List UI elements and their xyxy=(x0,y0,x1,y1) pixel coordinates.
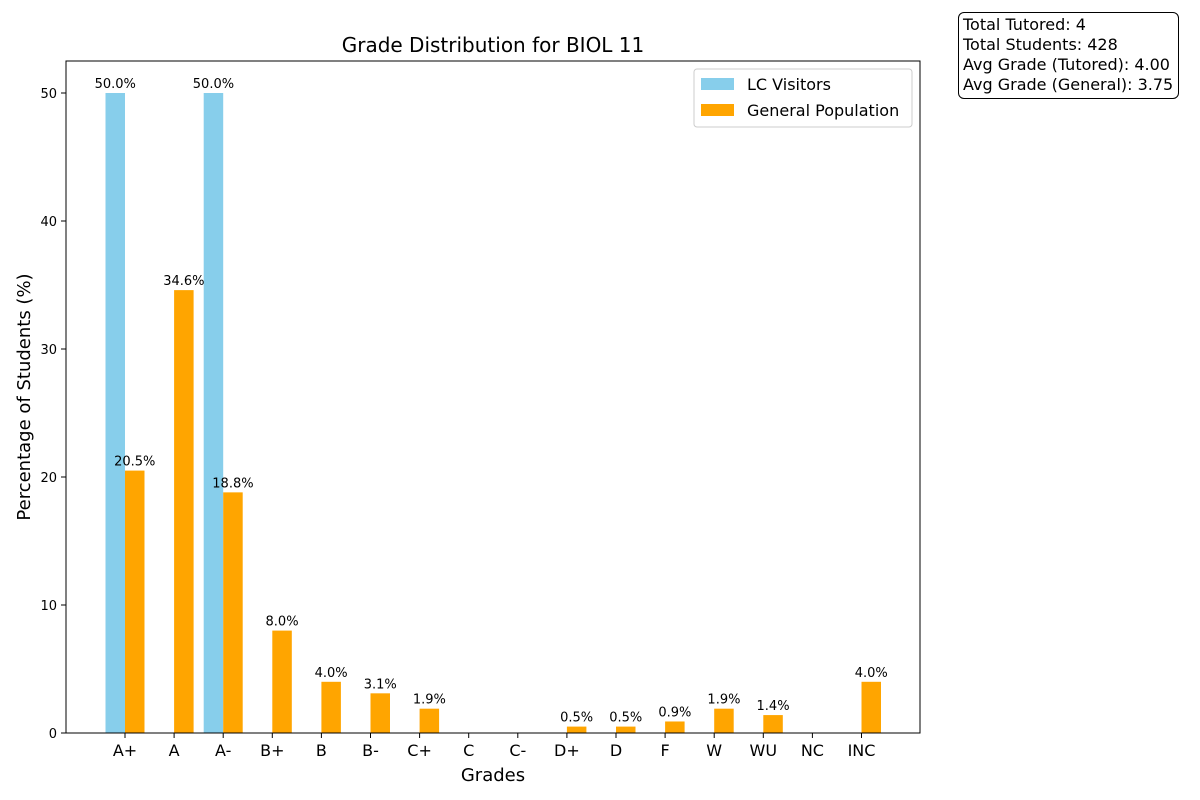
bar-general-population-b xyxy=(321,681,341,733)
summary-stats-box: Total Tutored: 4 Total Students: 428 Avg… xyxy=(958,12,1180,99)
x-tick-label: D+ xyxy=(554,741,580,760)
x-tick-label: WU xyxy=(750,741,778,760)
x-tick-label: C xyxy=(463,741,474,760)
total-students-text: Total Students: 428 xyxy=(963,35,1118,54)
x-tick-label: B xyxy=(316,741,327,760)
y-tick-label: 40 xyxy=(40,215,57,230)
y-tick-label: 50 xyxy=(40,87,57,102)
bar-label-general-population-inc: 4.0% xyxy=(855,666,888,681)
bar-general-population-a xyxy=(174,290,194,733)
legend-label-general-population: General Population xyxy=(747,101,899,120)
bar-label-general-population-d-plus: 0.5% xyxy=(560,711,593,726)
x-tick-label: B+ xyxy=(260,741,284,760)
x-tick-label: A xyxy=(169,741,180,760)
bar-general-population-d xyxy=(616,726,636,733)
bar-label-lc-visitors-a-minus: 50.0% xyxy=(193,77,234,92)
bar-general-population-c-plus xyxy=(419,708,440,733)
bar-general-population-w xyxy=(714,708,734,733)
y-axis-label: Percentage of Students (%) xyxy=(14,273,35,520)
bar-general-population-wu xyxy=(763,715,783,733)
avg-grade-general-text: Avg Grade (General): 3.75 xyxy=(963,75,1174,94)
bar-general-population-f xyxy=(665,721,685,733)
avg-grade-tutored-text: Avg Grade (Tutored): 4.00 xyxy=(963,55,1170,74)
bar-label-general-population-f: 0.9% xyxy=(658,705,691,720)
bar-label-general-population-b: 4.0% xyxy=(315,666,348,681)
x-tick-label: INC xyxy=(848,741,876,760)
bar-label-general-population-d: 0.5% xyxy=(609,711,642,726)
x-tick-label: A+ xyxy=(113,741,137,760)
bar-label-general-population-b-plus: 8.0% xyxy=(266,615,299,630)
legend-swatch-lc-visitors xyxy=(701,78,734,90)
bars-group xyxy=(105,93,881,733)
legend-frame xyxy=(693,68,913,128)
bar-label-lc-visitors-a-plus: 50.0% xyxy=(95,77,136,92)
x-tick-label: W xyxy=(706,741,722,760)
bar-label-general-population-w: 1.9% xyxy=(707,693,740,708)
x-tick-label: D xyxy=(610,741,622,760)
bar-label-general-population-a-minus: 18.8% xyxy=(212,476,253,491)
y-tick-label: 30 xyxy=(40,343,57,358)
legend-label-lc-visitors: LC Visitors xyxy=(747,75,831,94)
legend: LC Visitors General Population xyxy=(693,68,913,128)
total-tutored-text: Total Tutored: 4 xyxy=(963,15,1086,34)
x-tick-label: C+ xyxy=(407,741,432,760)
bar-label-general-population-b-minus: 3.1% xyxy=(364,677,397,692)
bar-label-general-population-a: 34.6% xyxy=(163,274,204,289)
chart-title: Grade Distribution for BIOL 11 xyxy=(342,33,645,57)
bar-general-population-d-plus xyxy=(566,726,587,733)
bar-lc-visitors-a-minus xyxy=(203,93,224,733)
legend-swatch-general-population xyxy=(701,104,734,116)
x-tick-label: NC xyxy=(801,741,824,760)
x-tick-label: F xyxy=(660,741,669,760)
y-tick-label: 20 xyxy=(40,471,57,486)
bar-label-general-population-c-plus: 1.9% xyxy=(413,693,446,708)
x-axis-label: Grades xyxy=(461,765,525,786)
bar-general-population-a-minus xyxy=(223,492,243,733)
y-ticks-group: 0 10 20 30 40 50 xyxy=(40,87,66,742)
y-tick-label: 10 xyxy=(40,599,57,614)
x-tick-label: A- xyxy=(215,741,231,760)
bar-general-population-a-plus xyxy=(125,470,145,733)
bar-general-population-b-plus xyxy=(272,630,292,733)
bar-lc-visitors-a-plus xyxy=(105,93,125,733)
bar-general-population-inc xyxy=(861,681,881,733)
bar-labels-group: 50.0% 50.0% 20.5% 34.6% 18.8% 8.0% 4.0% 3.1% 1.9… xyxy=(95,77,888,726)
bar-general-population-b-minus xyxy=(370,693,390,733)
plot-frame xyxy=(65,60,921,734)
x-tick-label: C- xyxy=(509,741,526,760)
x-ticks-group: A+ A A- B+ B B- C+ C C- D+ D F W WU NC INC xyxy=(113,733,876,760)
bar-label-general-population-wu: 1.4% xyxy=(757,699,790,714)
y-tick-label: 0 xyxy=(49,727,57,742)
x-tick-label: B- xyxy=(362,741,379,760)
bar-label-general-population-a-plus: 20.5% xyxy=(114,455,155,470)
